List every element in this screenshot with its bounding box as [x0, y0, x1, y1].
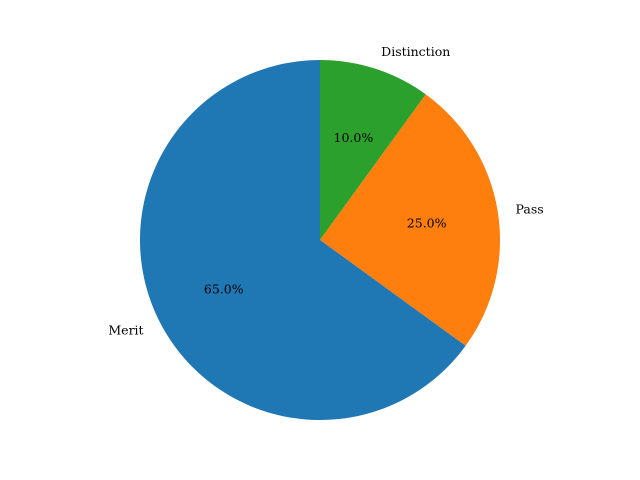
pct-label-distinction: 10.0% — [334, 130, 374, 145]
pie-slice-merit — [139, 60, 466, 420]
pct-label-merit: 65.0% — [204, 282, 244, 297]
pct-label-pass: 25.0% — [407, 216, 447, 231]
slice-label-merit: Merit — [108, 322, 143, 337]
pie-slice-pass — [320, 94, 500, 346]
slice-label-pass: Pass — [516, 202, 544, 217]
pie-slices — [139, 60, 500, 420]
pie-labels: Distinction 10.0% Pass 25.0% Merit 65.0% — [108, 44, 543, 337]
slice-label-distinction: Distinction — [381, 44, 450, 59]
pie-slice-distinction — [320, 60, 426, 240]
